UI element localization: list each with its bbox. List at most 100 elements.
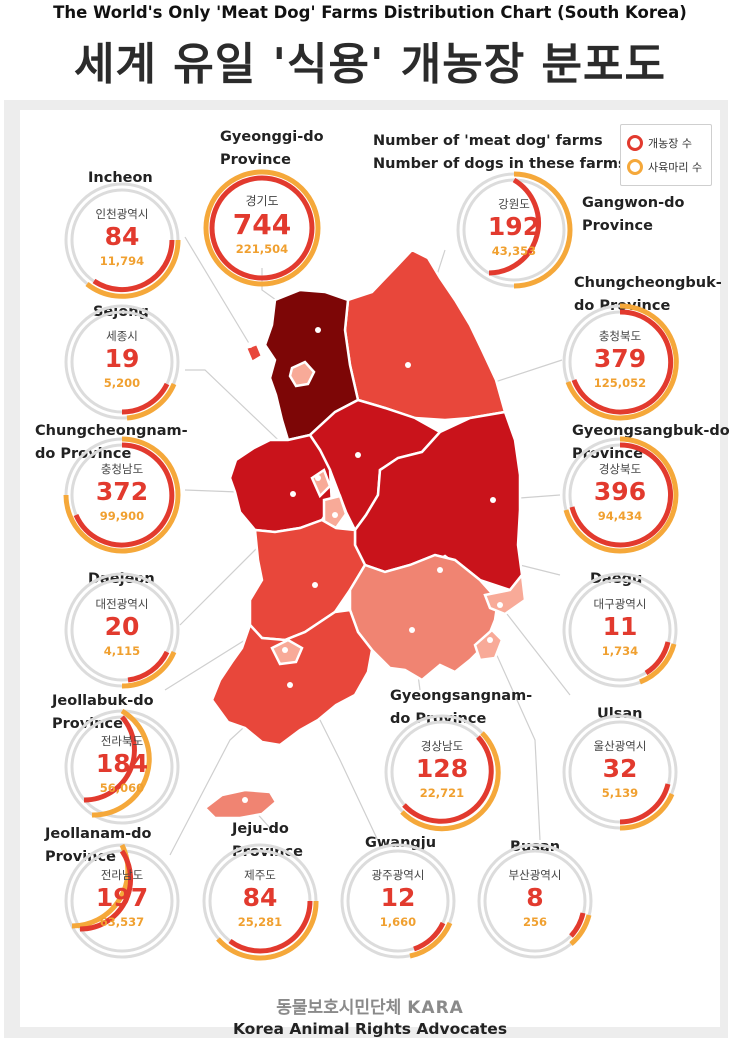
card-daegu: 대구광역시 11 1,734 [560,570,680,690]
dogs-ring-icon [627,159,643,175]
ko-name: 강원도 [498,197,530,211]
legend-line-dogs: Number of dogs in these farms [373,156,627,172]
dot-sejong [315,475,321,481]
ring-icon [63,436,181,554]
legend-farms-label: 개농장 수 [648,137,692,150]
dog-count: 43,353 [491,244,537,258]
dog-count: 99,900 [99,509,145,523]
ko-name: 세종시 [106,329,138,343]
footer-organization: 동물보호시민단체 KARA [0,993,740,1018]
label-incheon: Incheon [88,170,153,186]
farm-count: 20 [104,612,140,641]
card-sejong: 세종시 19 5,200 [62,302,182,422]
card-ulsan: 울산광역시 32 5,139 [560,712,680,832]
dot-daejeon [332,512,338,518]
label-gyeongbuk: Gyeongsangbuk-do Province [572,423,730,462]
dot-chungbuk [355,452,361,458]
region-ulsan [483,571,527,616]
dot-busan [487,637,493,643]
farm-count: 379 [593,344,647,373]
ko-name: 경상북도 [598,462,642,476]
dog-count: 25,281 [237,915,283,929]
ring-icon [562,572,678,688]
ring-icon [562,303,679,421]
ko-name: 제주도 [244,868,276,882]
ko-name: 울산광역시 [593,739,647,753]
dot-daegu [437,567,443,573]
farm-count: 8 [526,883,544,912]
ko-name: 광주광역시 [371,868,425,882]
dot-chungnam [290,491,296,497]
label-gyeongnam: Gyeongsangnam-do Province [390,688,533,727]
region-dots [242,327,503,803]
ring-icon [64,182,181,299]
card-gangwon: 강원도 192 43,353 [454,170,574,290]
region-incheon [244,342,264,364]
farm-count: 84 [242,883,278,912]
ko-name: 대구광역시 [593,597,647,611]
card-jeonbuk: 전라북도 184 56,060 [62,707,182,827]
farms-ring-icon [627,135,643,151]
ring-icon [562,714,678,831]
ko-name: 충청남도 [100,462,144,476]
dog-count: 56,060 [99,781,145,795]
card-gyeonggi: 경기도 744 221,504 [202,168,322,288]
org-korean-name: 동물보호시민단체 [276,998,402,1018]
legend-dogs-label: 사육마리 수 [648,161,703,174]
ko-name: 전라북도 [100,734,144,748]
farm-count: 32 [602,754,638,783]
region-jeonnam [210,608,374,747]
farm-count: 84 [104,222,140,251]
dog-count: 5,139 [601,786,639,800]
farm-count: 19 [104,344,140,373]
dog-count: 221,504 [235,242,289,256]
ring-icon [64,572,180,689]
label-jeonnam: Jeollanam-do Province [45,826,152,865]
farm-count: 12 [380,883,416,912]
card-jeonnam: 전라남도 197 63,537 [62,841,182,961]
ko-name: 대전광역시 [95,597,149,611]
dot-jeju [242,797,248,803]
farm-count: 128 [415,754,469,783]
dog-count: 1,660 [379,915,417,929]
ko-name: 부산광역시 [508,868,562,882]
map-regions [203,248,527,820]
ring-icon [562,436,679,554]
card-chungbuk: 충청북도 379 125,052 [560,302,680,422]
card-daejeon: 대전광역시 20 4,115 [62,570,182,690]
dog-count: 94,434 [597,509,643,523]
dot-gyeonggi [315,327,321,333]
chart-title-korean: 세계 유일 '식용' 개농장 분포도 [74,39,666,90]
legend-line-farms: Number of 'meat dog' farms [373,133,603,149]
farm-count: 192 [487,212,541,241]
ring-icon [64,843,180,959]
card-gyeongbuk: 경상북도 396 94,434 [560,435,680,555]
farm-count: 396 [593,477,647,506]
label-busan: Busan [510,839,561,855]
dog-count: 125,052 [593,376,647,390]
legend-row-farms: 개농장 수 [627,135,692,151]
region-jeonbuk [248,518,367,642]
ko-name: 전라남도 [100,868,144,882]
dot-gyeongnam [409,627,415,633]
ring-icon [64,304,180,421]
region-seoul [288,360,316,388]
dog-count: 22,721 [419,786,465,800]
label-chungnam: Chungcheongnam-do Province [35,423,188,462]
ring-icon [202,843,319,961]
farm-count: 197 [95,883,149,912]
legend-text: Number of 'meat dog' farms Number of dog… [373,130,627,176]
ko-name: 충청북도 [598,329,642,343]
card-jeju: 제주도 84 25,281 [200,841,320,961]
ring-icon [477,843,593,959]
card-chungnam: 충청남도 372 99,900 [62,435,182,555]
legend-box: 개농장 수 사육마리 수 [620,124,712,186]
card-gwangju: 광주광역시 12 1,660 [338,841,458,961]
ring-icon [456,171,573,289]
org-kara-logo: KARA [407,998,464,1018]
legend-row-dogs: 사육마리 수 [627,159,702,175]
dot-gangwon [405,362,411,368]
ring-icon [340,843,456,959]
ring-icon [203,169,321,287]
